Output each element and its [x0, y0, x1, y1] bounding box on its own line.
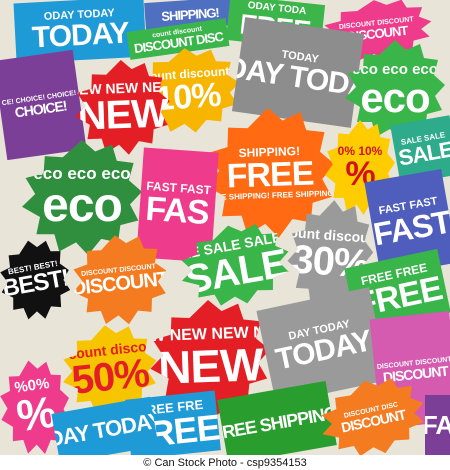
sticker-repeat-text: eco eco eco: [33, 164, 131, 183]
sticker-main-text: eco: [42, 179, 123, 232]
sticker-main-text: NEW: [157, 337, 264, 394]
sticker-main-text: DAY TODAY: [51, 407, 159, 452]
sticker-main-text: NEW: [76, 90, 169, 139]
sticker-main-text: 50%: [69, 351, 151, 403]
sticker-choice: CE! CHOICE! CHOICE! CHOICE!: [0, 49, 87, 161]
sticker-main-text: TODAY: [31, 15, 130, 55]
sticker-main-text: eco: [360, 73, 430, 121]
sticker-today-grey: TODAY DAY TODA: [231, 17, 365, 128]
sticker-small-text: FREE SHIPPING! FREE SHIPPING!: [205, 188, 337, 203]
sticker-eco-left: eco eco eco eco: [22, 140, 142, 255]
sticker-main-text: FREE SHIPPING!: [217, 401, 337, 444]
sticker-main-text: 10%: [154, 75, 222, 118]
sticker-repeat-text: eco eco eco: [352, 60, 438, 78]
sticker-main-text: FA: [425, 410, 450, 440]
sticker-today-bottom-left: DAY TODAY: [51, 396, 159, 455]
credit-text: © Can Stock Photo - csp9354153: [143, 456, 307, 469]
sticker-main-text: FREE: [226, 154, 315, 196]
sticker-main-text: FAS: [144, 189, 210, 233]
sticker-main-text: DAY TODA: [231, 51, 365, 104]
sticker-fast-bottom-right: FA: [425, 395, 450, 455]
sticker-repeat-text: 0% 10%: [337, 143, 383, 158]
watermark-footer: © Can Stock Photo - csp9354153: [0, 455, 450, 470]
